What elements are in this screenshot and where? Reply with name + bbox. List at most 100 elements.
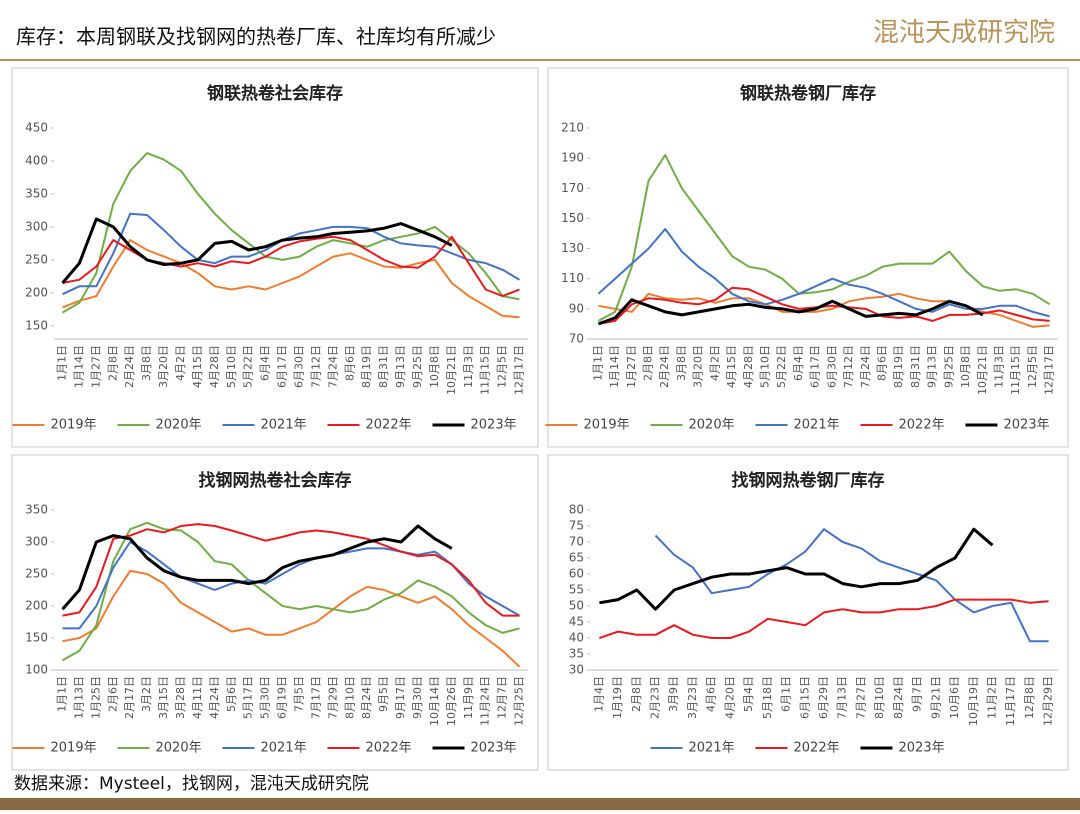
x-tick-label: 4月20日 bbox=[723, 676, 736, 719]
y-tick-label: 300 bbox=[25, 219, 48, 233]
x-tick-label: 12月7日 bbox=[496, 676, 509, 719]
x-tick-label: 7月29日 bbox=[326, 676, 339, 719]
legend-label: 2019年 bbox=[51, 418, 97, 433]
page-title: 库存：本周钢联及找钢网的热卷厂库、社库均有所减少 bbox=[16, 25, 496, 49]
legend-label: 2023年 bbox=[471, 741, 517, 756]
x-tick-label: 8月6日 bbox=[343, 345, 356, 381]
x-tick-label: 9月25日 bbox=[411, 345, 424, 388]
x-tick-label: 1月1日 bbox=[591, 345, 604, 381]
series-line bbox=[62, 523, 520, 617]
series-line bbox=[62, 521, 520, 662]
x-tick-label: 6月30日 bbox=[825, 345, 838, 388]
x-tick-label: 3月8日 bbox=[140, 345, 153, 381]
x-tick-label: 11月9日 bbox=[462, 676, 475, 719]
series-line bbox=[62, 569, 521, 668]
x-tick-label: 6月17日 bbox=[276, 345, 289, 388]
x-tick-label: 9月13日 bbox=[926, 345, 939, 388]
x-tick-label: 10月26日 bbox=[445, 676, 458, 726]
series-line bbox=[597, 154, 1051, 322]
y-tick-label: 30 bbox=[569, 663, 584, 677]
x-tick-label: 2月23日 bbox=[649, 676, 662, 719]
x-tick-label: 11月15日 bbox=[1009, 345, 1022, 395]
x-tick-label: 12月5日 bbox=[1026, 345, 1039, 388]
x-tick-label: 9月5日 bbox=[377, 676, 390, 712]
x-tick-label: 12月17日 bbox=[513, 345, 526, 395]
x-tick-label: 11月2日 bbox=[985, 676, 998, 719]
x-tick-label: 10月8日 bbox=[959, 345, 972, 388]
x-tick-label: 5月17日 bbox=[242, 676, 255, 719]
y-tick-label: 400 bbox=[25, 153, 48, 167]
x-tick-label: 5月4日 bbox=[742, 676, 755, 712]
x-tick-label: 2月24日 bbox=[658, 345, 671, 388]
x-tick-label: 12月29日 bbox=[1042, 676, 1055, 726]
x-tick-label: 3月23日 bbox=[686, 676, 699, 719]
x-tick-label: 7月17日 bbox=[309, 676, 322, 719]
x-tick-label: 6月17日 bbox=[809, 345, 822, 388]
legend-label: 2021年 bbox=[261, 741, 307, 756]
x-tick-label: 10月8日 bbox=[428, 345, 441, 388]
x-tick-label: 1月14日 bbox=[72, 345, 85, 388]
x-tick-label: 8月31日 bbox=[909, 345, 922, 388]
x-tick-label: 8月24日 bbox=[892, 676, 905, 719]
legend-label: 2020年 bbox=[156, 418, 202, 433]
y-tick-label: 75 bbox=[569, 519, 584, 533]
x-tick-label: 2月24日 bbox=[123, 345, 136, 388]
x-tick-label: 9月30日 bbox=[411, 676, 424, 719]
y-tick-label: 150 bbox=[25, 631, 48, 645]
x-tick-label: 10月14日 bbox=[428, 676, 441, 726]
legend-label: 2020年 bbox=[689, 418, 735, 433]
series-line bbox=[654, 528, 1049, 643]
x-tick-label: 2月8日 bbox=[642, 345, 655, 381]
y-tick-label: 250 bbox=[25, 567, 48, 581]
y-tick-label: 110 bbox=[561, 271, 584, 285]
series-line bbox=[61, 217, 453, 284]
y-tick-label: 100 bbox=[25, 663, 48, 677]
chart-title: 钢联热卷社会库存 bbox=[207, 83, 343, 104]
x-tick-label: 11月17日 bbox=[1004, 676, 1017, 726]
x-tick-label: 1月4日 bbox=[592, 676, 605, 712]
x-tick-label: 5月6日 bbox=[225, 676, 238, 712]
y-tick-label: 40 bbox=[569, 631, 584, 645]
x-tick-label: 9月25日 bbox=[942, 345, 955, 388]
legend-label: 2021年 bbox=[794, 418, 840, 433]
x-tick-label: 4月28日 bbox=[742, 345, 755, 388]
x-tick-label: 7月24日 bbox=[859, 345, 872, 388]
x-tick-label: 4月24日 bbox=[208, 676, 221, 719]
legend-label: 2022年 bbox=[366, 418, 412, 433]
y-tick-label: 150 bbox=[25, 318, 48, 332]
y-tick-label: 150 bbox=[561, 211, 584, 225]
x-tick-label: 11月24日 bbox=[479, 676, 492, 726]
y-tick-label: 55 bbox=[569, 583, 584, 597]
x-tick-label: 9月13日 bbox=[394, 345, 407, 388]
series-line bbox=[61, 524, 453, 611]
x-tick-label: 1月27日 bbox=[89, 345, 102, 388]
x-tick-label: 5月22日 bbox=[775, 345, 788, 388]
y-tick-label: 300 bbox=[25, 535, 48, 549]
panel bbox=[547, 454, 1069, 771]
x-tick-label: 11月15日 bbox=[479, 345, 492, 395]
y-tick-label: 60 bbox=[569, 567, 584, 581]
y-tick-label: 250 bbox=[25, 252, 48, 266]
legend-label: 2022年 bbox=[366, 741, 412, 756]
x-tick-label: 3月15日 bbox=[157, 676, 170, 719]
x-tick-label: 6月15日 bbox=[798, 676, 811, 719]
x-tick-label: 5月22日 bbox=[242, 345, 255, 388]
y-tick-label: 70 bbox=[569, 332, 584, 346]
legend-label: 2021年 bbox=[261, 418, 307, 433]
x-tick-label: 3月9日 bbox=[667, 676, 680, 712]
y-tick-label: 350 bbox=[25, 186, 48, 200]
legend-label: 2023年 bbox=[1004, 418, 1050, 433]
legend-label: 2022年 bbox=[794, 741, 840, 756]
x-tick-label: 4月2日 bbox=[708, 345, 721, 381]
x-tick-label: 1月27日 bbox=[625, 345, 638, 388]
x-tick-label: 8月10日 bbox=[343, 676, 356, 719]
x-tick-label: 8月6日 bbox=[876, 345, 889, 381]
panel bbox=[547, 67, 1069, 448]
y-tick-label: 45 bbox=[569, 615, 584, 629]
x-tick-label: 2月8日 bbox=[106, 345, 119, 381]
series-line bbox=[62, 212, 521, 296]
x-tick-label: 7月12日 bbox=[309, 345, 322, 388]
x-tick-label: 4月15日 bbox=[191, 345, 204, 388]
x-tick-label: 4月11日 bbox=[191, 676, 204, 719]
x-tick-label: 3月20日 bbox=[157, 345, 170, 388]
